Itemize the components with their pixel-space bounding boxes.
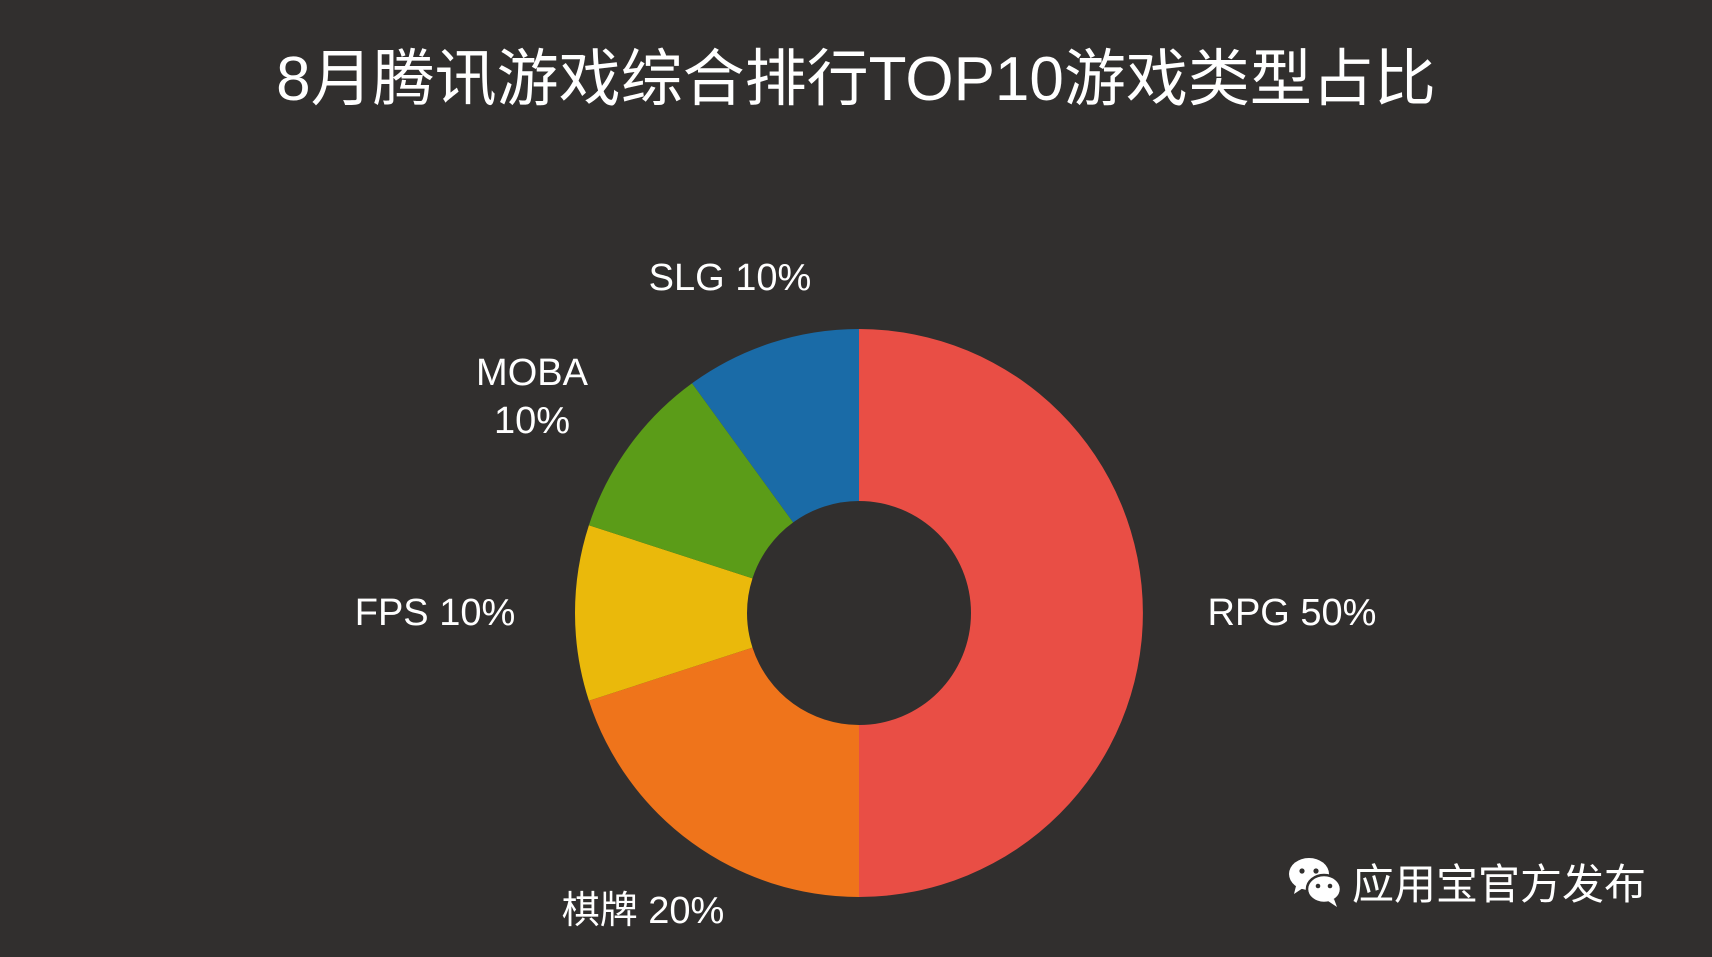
label-RPG: RPG 50%	[1208, 592, 1377, 634]
chart-slices	[575, 329, 1143, 897]
slice-SLG	[692, 329, 859, 523]
watermark: 应用宝官方发布	[1286, 850, 1646, 912]
chart-title: 8月腾讯游戏综合排行TOP10游戏类型占比	[276, 45, 1436, 114]
label-FPS: FPS 10%	[355, 592, 516, 634]
slice-RPG	[859, 329, 1143, 897]
label-棋牌: 棋牌 20%	[562, 890, 725, 932]
wechat-icon	[1289, 858, 1343, 907]
slice-MOBA	[588, 383, 794, 579]
slice-FPS	[575, 525, 753, 701]
slice-棋牌	[588, 647, 859, 897]
label-MOBA: MOBA 10%	[476, 352, 589, 442]
label-line: 10%	[494, 400, 570, 442]
label-SLG: SLG 10%	[649, 257, 812, 299]
chart-labels: RPG 50% 棋牌 20% FPS 10% MOBA 10% SLG 10%	[355, 257, 1377, 932]
label-line: MOBA	[476, 352, 589, 394]
watermark-text: 应用宝官方发布	[1352, 860, 1647, 908]
